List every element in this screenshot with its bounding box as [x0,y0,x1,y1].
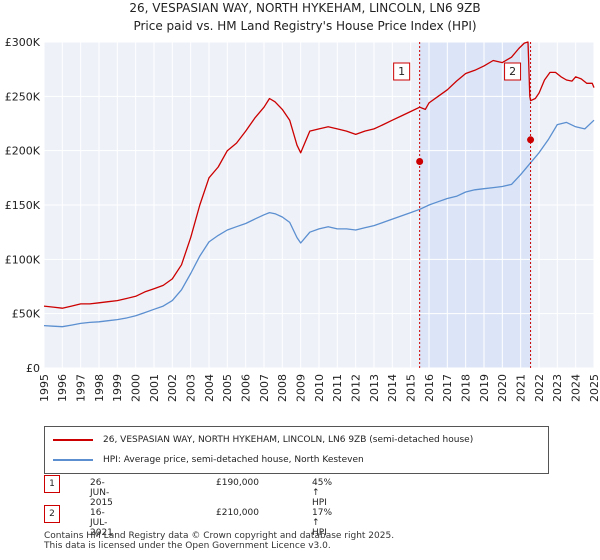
x-tick-label: 1998 [93,374,106,402]
x-tick-label: 2010 [313,374,326,402]
sale-date: 26-JUN-2015 [90,478,113,508]
legend-label-property: 26, VESPASIAN WAY, NORTH HYKEHAM, LINCOL… [103,435,474,445]
sale-price: £210,000 [216,508,259,518]
x-tick-label: 2002 [166,374,179,402]
sale-label-box [393,62,411,81]
x-tick-label: 2015 [405,374,418,402]
y-tick-label: £300K [5,36,41,49]
x-tick-label: 2014 [386,374,399,402]
x-tick-label: 2017 [441,374,454,402]
sale-point [527,136,535,144]
series-lines [43,41,595,328]
x-tick-label: 2025 [588,374,600,402]
footer-line-2: This data is licensed under the Open Gov… [44,541,331,551]
price-chart: 26, VESPASIAN WAY, NORTH HYKEHAM, LINCOL… [5,1,600,402]
sale-number-badge: 2 [44,505,60,523]
x-tick-label: 2009 [295,374,308,402]
x-tick-label: 2018 [460,374,473,402]
x-tick-label: 1995 [38,374,51,402]
x-tick-label: 2012 [350,374,363,402]
sale-label-number: 2 [509,65,516,78]
sale-hpi-change: 45% ↑ HPI [312,478,333,508]
chart-subtitle: Price paid vs. HM Land Registry's House … [133,19,476,33]
x-tick-label: 2022 [533,374,546,402]
y-tick-label: £200K [5,145,41,158]
x-tick-label: 2021 [515,374,528,402]
x-tick-label: 1997 [75,374,88,402]
legend-item-property: 26, VESPASIAN WAY, NORTH HYKEHAM, LINCOL… [53,432,473,448]
legend-label-hpi: HPI: Average price, semi-detached house,… [103,455,364,465]
x-tick-label: 2001 [148,374,161,402]
x-tick-label: 2003 [185,374,198,402]
x-tick-label: 2016 [423,374,436,402]
x-tick-label: 2006 [240,374,253,402]
x-tick-label: 2008 [276,374,289,402]
y-tick-label: £50K [12,308,41,321]
legend-item-hpi: HPI: Average price, semi-detached house,… [53,452,364,468]
x-tick-label: 1999 [111,374,124,402]
sale-price: £190,000 [216,478,259,488]
y-tick-label: £250K [5,90,41,103]
legend: 26, VESPASIAN WAY, NORTH HYKEHAM, LINCOL… [44,426,549,474]
x-tick-label: 2024 [570,374,583,402]
x-tick-label: 2005 [221,374,234,402]
legend-red-line-icon [53,439,93,441]
y-tick-label: £0 [26,362,40,375]
x-tick-label: 2011 [331,374,344,402]
y-tick-label: £100K [5,253,41,266]
property-price-line [43,41,595,309]
x-tick-label: 2000 [130,374,143,402]
y-axis: £0 £50K £100K £150K £200K £250K £300K [5,36,41,375]
grid [43,41,595,369]
x-tick-label: 2019 [478,374,491,402]
sale-label-box [504,62,522,81]
sale-point [416,158,424,166]
x-tick-label: 2023 [551,374,564,402]
hpi-line [43,119,595,328]
sale-date: 16-JUL-2021 [90,508,113,538]
y-tick-label: £150K [5,199,41,212]
x-axis: 1995 1996 1997 1998 1999 2000 2001 2002 2003 2004… [38,374,600,402]
x-tick-label: 2004 [203,374,216,402]
legend-blue-line-icon [53,459,93,461]
sale-hpi-change: 17% ↑ HPI [312,508,333,538]
footer-line-1: Contains HM Land Registry data © Crown c… [44,531,395,541]
sale-number-badge: 1 [44,475,60,493]
sale-label-number: 1 [398,65,405,78]
x-tick-label: 2007 [258,374,271,402]
x-tick-label: 1996 [56,374,69,402]
chart-title: 26, VESPASIAN WAY, NORTH HYKEHAM, LINCOL… [129,1,480,15]
x-tick-label: 2020 [496,374,509,402]
footer-attribution: Contains HM Land Registry data © Crown c… [44,531,394,551]
x-tick-label: 2013 [368,374,381,402]
